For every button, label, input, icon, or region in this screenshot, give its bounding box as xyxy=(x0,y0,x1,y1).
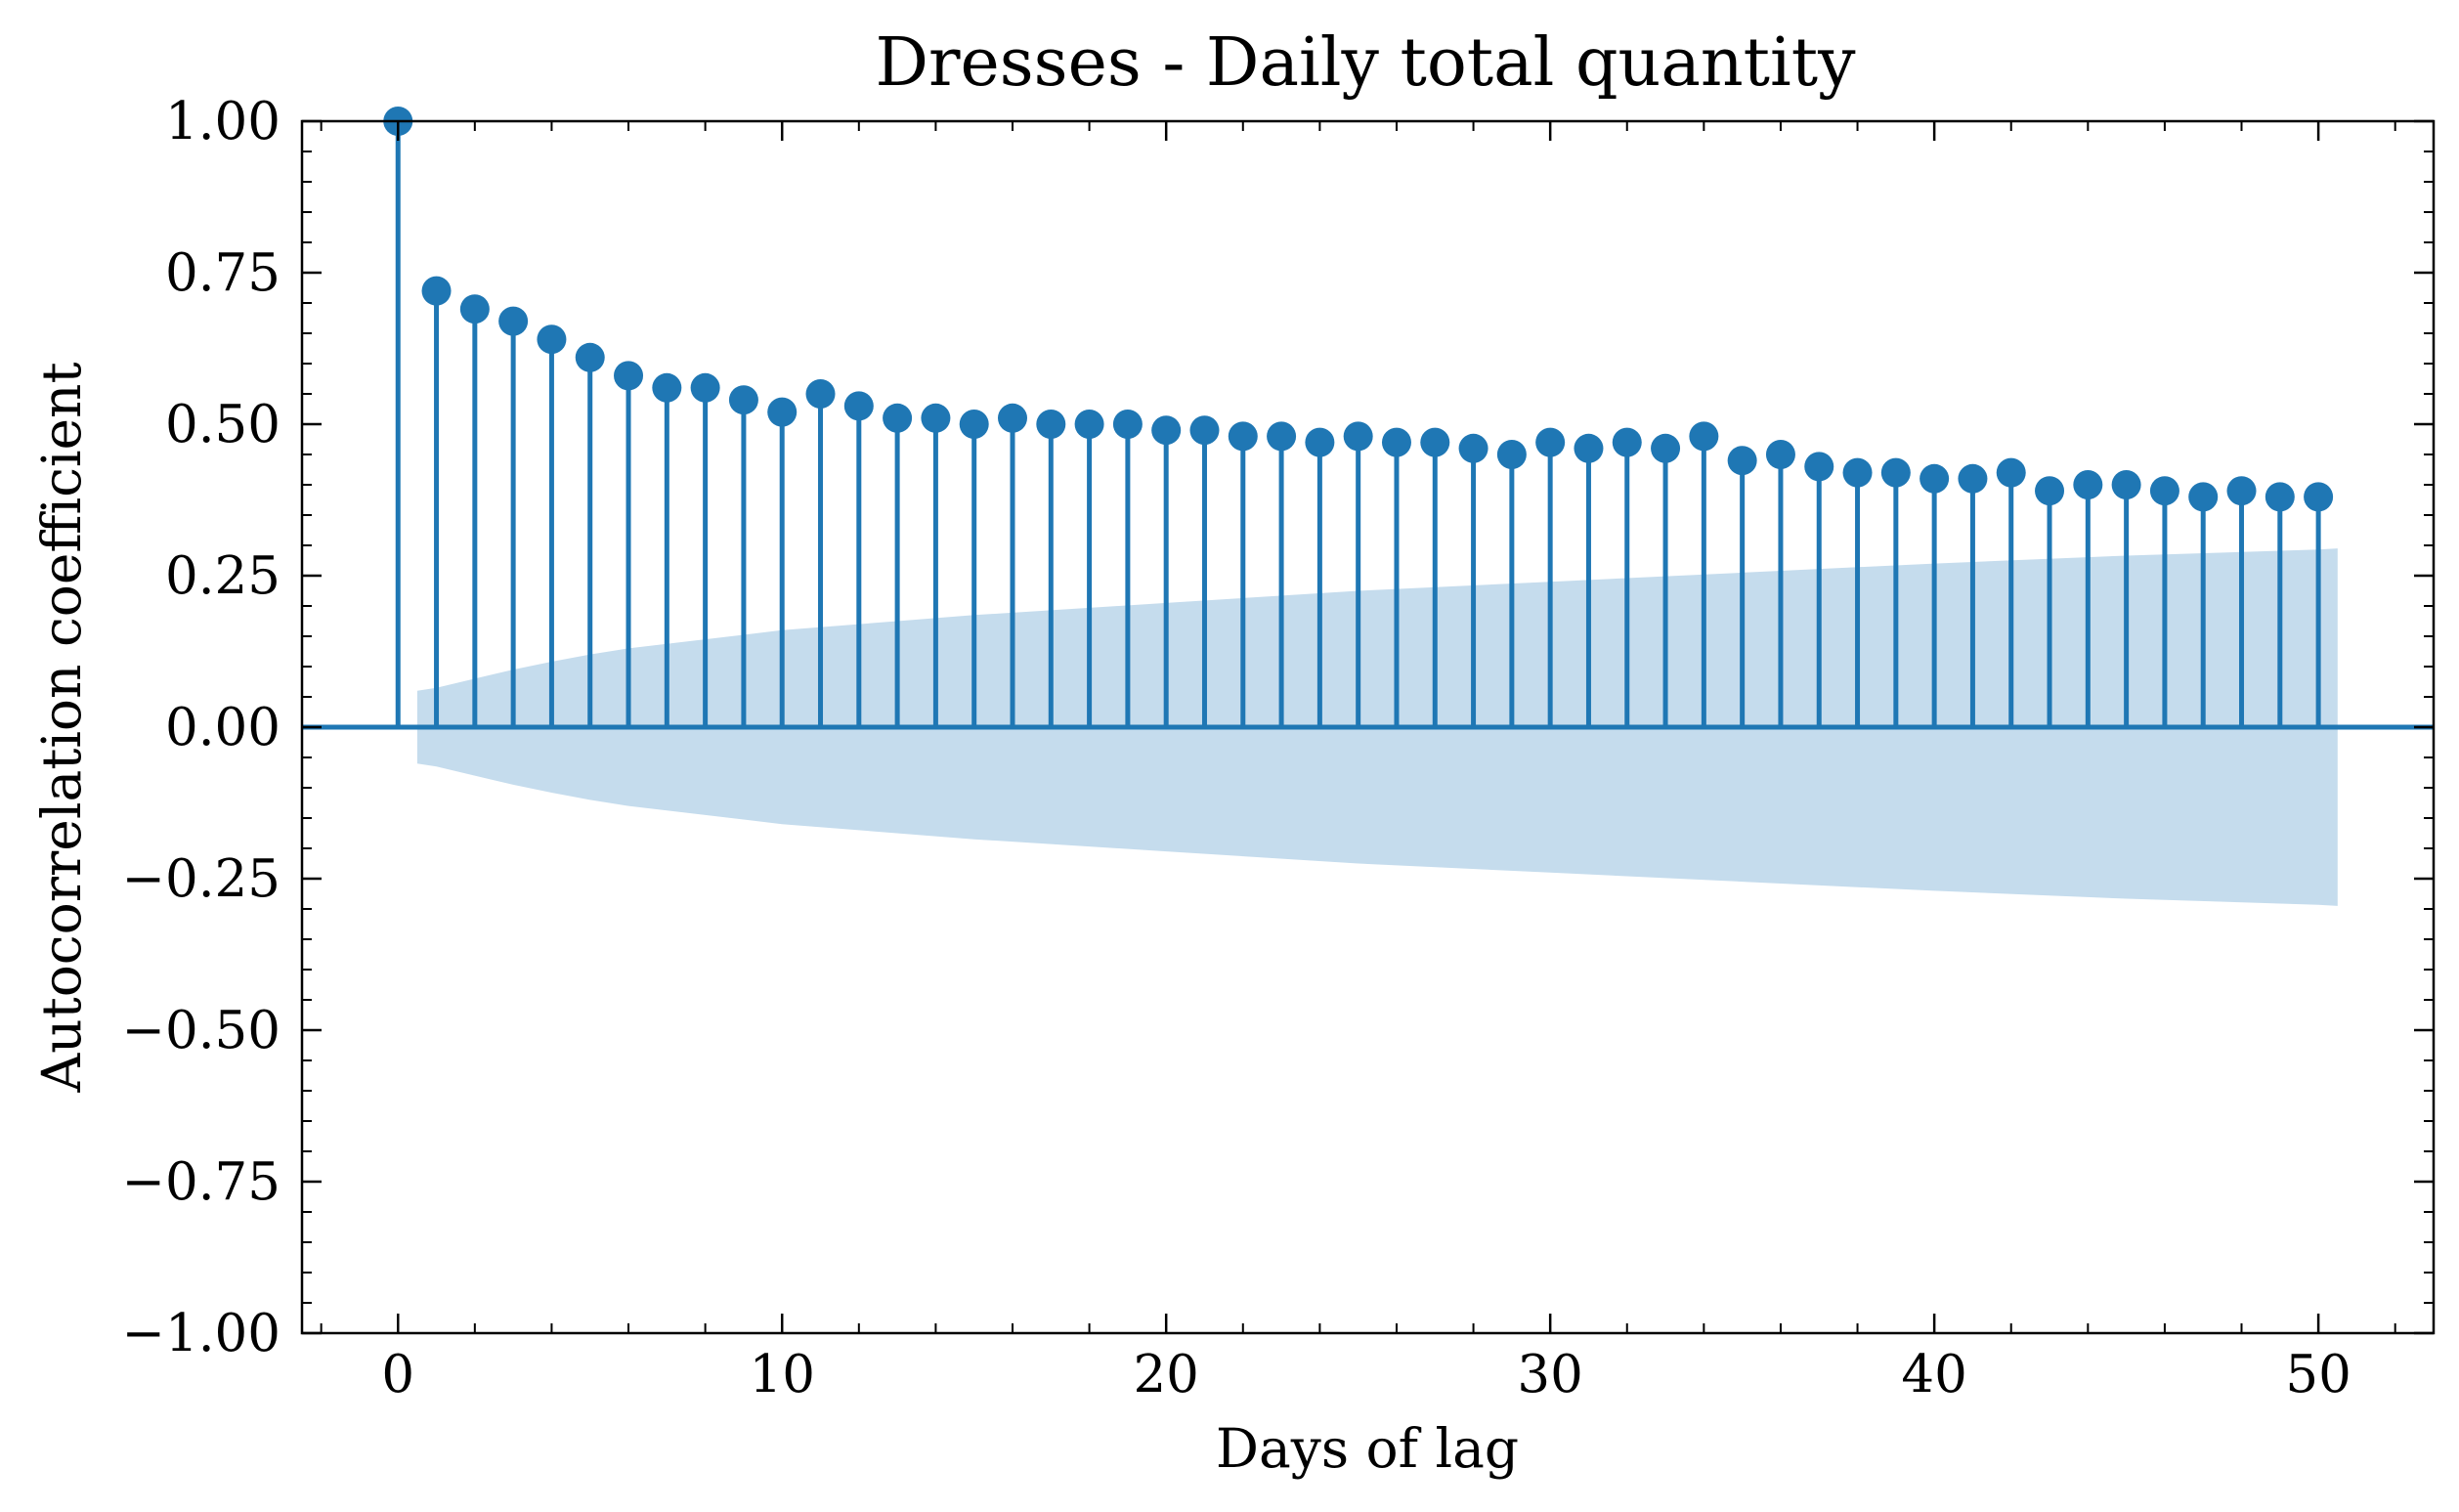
chart-title: Dresses - Daily total quantity xyxy=(876,24,1857,102)
stem-marker xyxy=(1036,410,1066,439)
stem-marker xyxy=(2188,482,2219,512)
y-tick-label: 0.50 xyxy=(165,395,280,454)
stem-marker xyxy=(2304,482,2334,512)
stem-marker xyxy=(2111,470,2141,499)
stem-marker xyxy=(1727,446,1757,476)
stem-marker xyxy=(2149,476,2179,506)
stem-marker xyxy=(2073,470,2103,499)
stem-marker xyxy=(1420,427,1450,457)
stem-marker xyxy=(1267,421,1297,452)
x-axis-label: Days of lag xyxy=(1216,1417,1519,1480)
stem-marker xyxy=(1880,457,1911,488)
stem-marker xyxy=(459,294,490,324)
y-tick-label: −0.25 xyxy=(122,849,280,909)
stem-marker xyxy=(767,397,798,427)
x-tick-label: 20 xyxy=(1133,1345,1198,1404)
x-tick-label: 0 xyxy=(381,1345,414,1404)
stem-marker xyxy=(805,379,836,409)
y-tick-label: 0.00 xyxy=(165,698,280,757)
stem-marker xyxy=(1804,452,1834,482)
stem-marker xyxy=(1305,427,1335,457)
stem-marker xyxy=(1958,463,1988,494)
stem-marker xyxy=(728,385,758,415)
stem-marker xyxy=(843,391,874,421)
stem-marker xyxy=(2265,482,2295,512)
stem-layer xyxy=(302,107,2434,730)
stem-marker xyxy=(1074,410,1104,439)
stem-marker xyxy=(421,276,452,306)
stem-marker xyxy=(1535,427,1566,457)
y-tick-label: 1.00 xyxy=(165,92,280,151)
stem-marker xyxy=(921,403,951,433)
stem-marker xyxy=(1920,463,1950,494)
stem-marker xyxy=(1612,427,1642,457)
stem-marker xyxy=(537,324,567,355)
x-tick-label: 10 xyxy=(749,1345,814,1404)
stem-marker xyxy=(652,372,682,403)
stem-marker xyxy=(1496,440,1527,469)
stem-marker xyxy=(883,403,913,433)
stem-marker xyxy=(1996,457,2026,488)
stem-marker xyxy=(2035,476,2065,506)
stem-marker xyxy=(1651,433,1681,463)
stem-marker xyxy=(1458,433,1488,463)
stem-marker xyxy=(959,410,989,439)
stem-marker xyxy=(998,403,1027,433)
stem-marker xyxy=(1228,421,1258,452)
x-tick-label: 50 xyxy=(2285,1345,2351,1404)
y-tick-label: 0.25 xyxy=(165,546,280,606)
stem-marker xyxy=(1189,415,1220,446)
stem-marker xyxy=(690,372,720,403)
stem-marker xyxy=(1381,427,1411,457)
y-tick-label: −1.00 xyxy=(122,1304,280,1363)
stem-marker xyxy=(1765,440,1795,469)
x-tick-label: 40 xyxy=(1901,1345,1966,1404)
stem-marker xyxy=(1112,410,1143,439)
stem-marker xyxy=(1151,415,1182,446)
plot-frame xyxy=(300,119,2436,1335)
stem-marker xyxy=(1343,421,1373,452)
stem-marker xyxy=(1574,433,1604,463)
y-tick-label: −0.50 xyxy=(122,1001,280,1060)
stem-marker xyxy=(614,361,644,391)
stem-marker xyxy=(1842,457,1873,488)
x-tick-label: 30 xyxy=(1517,1345,1582,1404)
stem-marker xyxy=(2226,476,2257,506)
y-tick-label: 0.75 xyxy=(165,243,280,303)
stem-marker xyxy=(1689,421,1719,452)
y-tick-label: −0.75 xyxy=(122,1152,280,1212)
stem-marker xyxy=(575,342,605,372)
y-axis-label: Autocorrelation coefficient xyxy=(30,362,93,1093)
stem-marker xyxy=(498,306,529,336)
